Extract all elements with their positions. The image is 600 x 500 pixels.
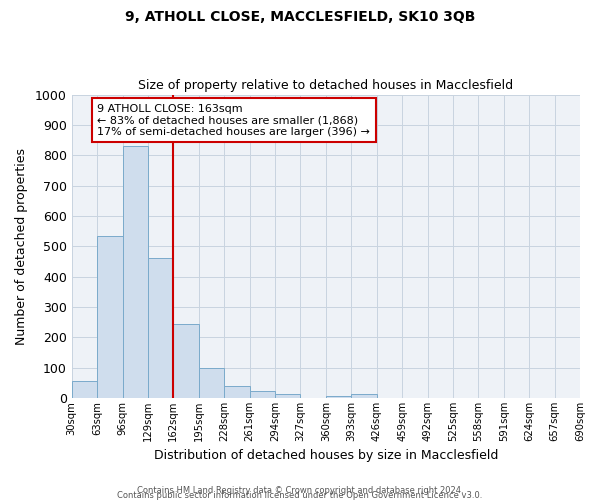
Bar — [122, 146, 148, 398]
Text: 9 ATHOLL CLOSE: 163sqm
← 83% of detached houses are smaller (1,868)
17% of semi-: 9 ATHOLL CLOSE: 163sqm ← 83% of detached… — [97, 104, 370, 137]
Bar — [351, 394, 377, 398]
Text: Contains public sector information licensed under the Open Government Licence v3: Contains public sector information licen… — [118, 490, 482, 500]
Text: Contains HM Land Registry data © Crown copyright and database right 2024.: Contains HM Land Registry data © Crown c… — [137, 486, 463, 495]
Title: Size of property relative to detached houses in Macclesfield: Size of property relative to detached ho… — [138, 79, 514, 92]
Y-axis label: Number of detached properties: Number of detached properties — [15, 148, 28, 345]
Text: 9, ATHOLL CLOSE, MACCLESFIELD, SK10 3QB: 9, ATHOLL CLOSE, MACCLESFIELD, SK10 3QB — [125, 10, 475, 24]
Bar — [199, 368, 224, 398]
Bar — [275, 394, 301, 398]
Bar — [326, 396, 351, 398]
Bar — [173, 324, 199, 398]
Bar — [71, 382, 97, 398]
Bar — [250, 391, 275, 398]
X-axis label: Distribution of detached houses by size in Macclesfield: Distribution of detached houses by size … — [154, 450, 498, 462]
Bar — [148, 258, 173, 398]
Bar — [97, 236, 122, 398]
Bar — [224, 386, 250, 398]
